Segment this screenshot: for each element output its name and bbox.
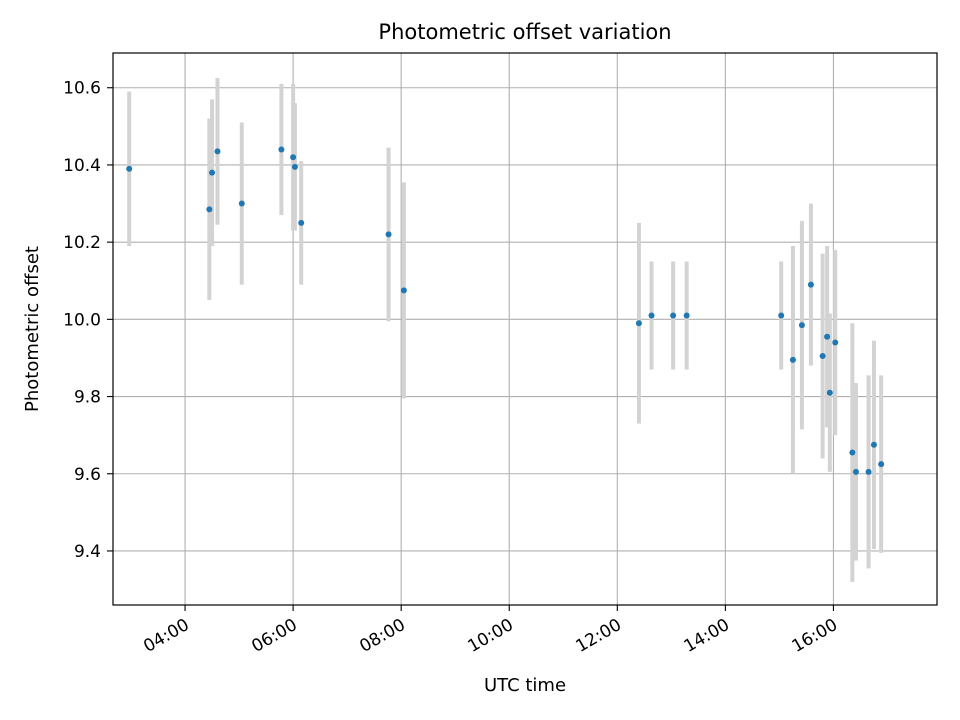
data-point (878, 461, 885, 468)
data-point (807, 281, 814, 288)
data-point (648, 312, 655, 319)
y-tick-label: 10.6 (63, 79, 101, 99)
data-point (635, 320, 642, 327)
y-tick-label: 10.2 (63, 233, 101, 253)
data-point (819, 353, 826, 360)
data-point (209, 169, 216, 176)
data-point (832, 339, 839, 346)
data-point (789, 356, 796, 363)
y-tick-label: 9.4 (74, 542, 101, 562)
data-point (298, 219, 305, 226)
data-point (865, 468, 872, 475)
data-points (126, 146, 885, 475)
y-tick-label: 10.4 (63, 156, 101, 176)
y-axis-label: Photometric offset (22, 246, 43, 412)
data-point (852, 468, 859, 475)
data-point (824, 333, 831, 340)
plot-area (113, 53, 937, 605)
data-point (870, 441, 877, 448)
data-point (291, 163, 298, 170)
plot-frame (112, 52, 938, 606)
data-point (206, 206, 213, 213)
data-point (798, 322, 805, 329)
y-axis-ticks: 9.4 9.6 9.8 10.0 10.2 10.4 10.6 (63, 79, 113, 562)
data-point (826, 389, 833, 396)
data-point (238, 200, 245, 207)
chart-title: Photometric offset variation (378, 20, 671, 44)
y-tick-label: 9.8 (74, 388, 101, 408)
data-point (126, 165, 133, 172)
data-point (849, 449, 856, 456)
data-point (385, 231, 392, 238)
data-point (278, 146, 285, 153)
data-point (670, 312, 677, 319)
x-axis-label: UTC time (484, 675, 566, 696)
data-point (683, 312, 690, 319)
data-point (778, 312, 785, 319)
y-tick-label: 9.6 (74, 465, 101, 485)
data-point (214, 148, 221, 155)
data-point (290, 154, 297, 161)
y-tick-label: 10.0 (63, 310, 101, 330)
grid-lines (113, 53, 937, 605)
data-point (400, 287, 407, 294)
